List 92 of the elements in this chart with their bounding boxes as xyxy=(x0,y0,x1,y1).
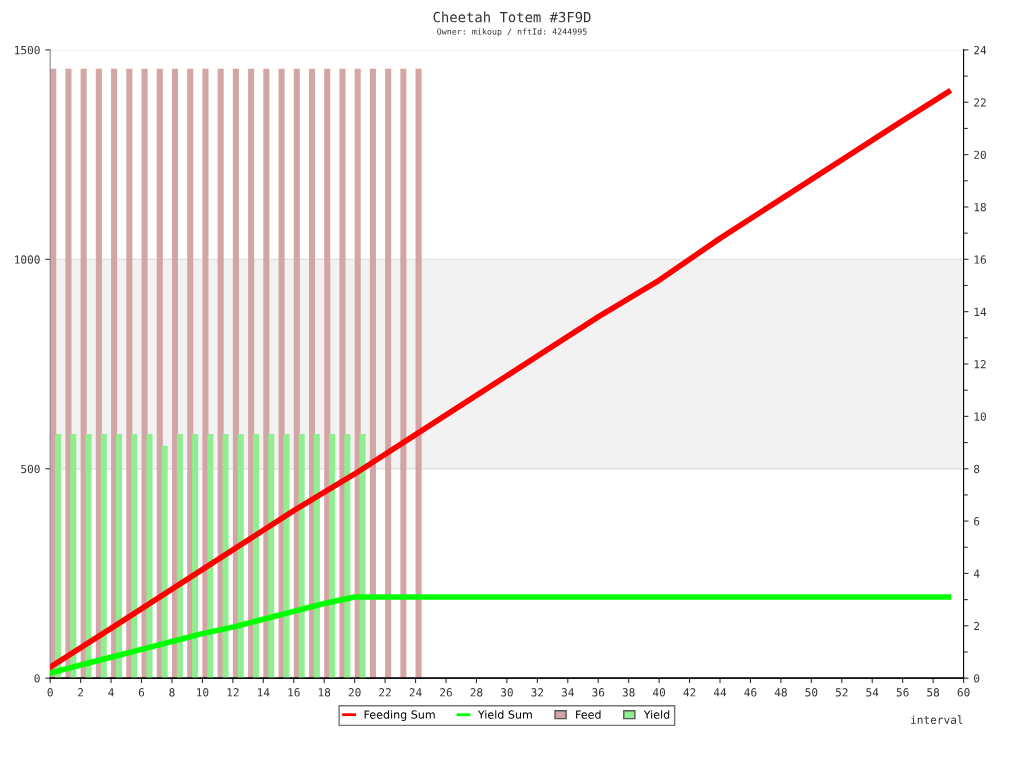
bar xyxy=(415,68,422,679)
bar xyxy=(55,433,62,679)
x-tick-label: 44 xyxy=(713,688,727,697)
bar xyxy=(329,433,336,679)
bar xyxy=(131,433,138,679)
x-tick-label: 52 xyxy=(835,688,848,697)
bar xyxy=(187,68,194,679)
legend-label: Feeding Sum xyxy=(364,710,435,721)
x-tick-label: 4 xyxy=(108,688,114,697)
x-tick-label: 40 xyxy=(652,688,666,697)
y2-tick-label: 18 xyxy=(974,202,986,212)
x-tick-label: 30 xyxy=(500,688,513,697)
x-tick-label: 0 xyxy=(47,688,53,697)
y2-tick-label: 12 xyxy=(974,360,986,369)
legend-label: Feed xyxy=(576,710,601,719)
bar xyxy=(298,433,305,679)
y2-tick-label: 6 xyxy=(974,517,980,526)
x-tick-label: 14 xyxy=(257,688,270,697)
y2-tick-label: 16 xyxy=(974,255,986,264)
x-tick-label: 36 xyxy=(592,688,605,697)
bar xyxy=(100,433,107,679)
bar xyxy=(156,68,163,679)
y2-tick-label: 20 xyxy=(974,150,986,160)
bar xyxy=(324,68,331,679)
bar xyxy=(248,68,255,679)
bar xyxy=(344,433,351,679)
x-tick-label: 22 xyxy=(379,688,391,697)
bar xyxy=(85,433,92,679)
bar xyxy=(400,68,407,679)
bar xyxy=(70,433,77,679)
x-tick-label: 10 xyxy=(197,688,209,697)
x-tick-label: 2 xyxy=(78,688,84,697)
chart-title: Cheetah Totem #3F9D xyxy=(433,11,591,23)
x-tick-label: 24 xyxy=(409,688,422,697)
y2-tick-label: 4 xyxy=(973,569,980,578)
x-axis-title: interval xyxy=(911,715,963,725)
bar xyxy=(385,68,392,679)
y2-tick-label: 24 xyxy=(974,45,987,55)
y2-tick-label: 0 xyxy=(974,674,980,683)
bar xyxy=(207,433,214,679)
x-tick-label: 34 xyxy=(561,688,574,697)
bar xyxy=(176,433,183,679)
x-tick-label: 32 xyxy=(531,688,544,697)
legend-label: Yield xyxy=(643,710,670,719)
bar xyxy=(354,68,361,679)
x-tick-label: 56 xyxy=(896,688,909,697)
y-tick-label: 1000 xyxy=(15,255,40,264)
bar xyxy=(111,68,118,679)
x-tick-label: 28 xyxy=(470,688,483,697)
y-tick-label: 0 xyxy=(34,674,40,683)
y2-tick-label: 2 xyxy=(974,621,980,631)
bar xyxy=(192,433,199,679)
bar xyxy=(115,433,123,679)
bar xyxy=(268,433,275,679)
bar xyxy=(283,433,290,679)
x-tick-label: 12 xyxy=(227,688,239,697)
x-tick-label: 6 xyxy=(138,688,145,697)
bar xyxy=(252,433,260,679)
y-tick-label: 500 xyxy=(21,464,40,474)
bar xyxy=(369,68,376,679)
bar xyxy=(161,445,168,679)
y-tick-label: 1500 xyxy=(15,45,40,55)
x-tick-label: 18 xyxy=(318,688,331,697)
x-tick-label: 20 xyxy=(348,688,361,697)
x-tick-label: 46 xyxy=(744,688,757,697)
x-tick-label: 42 xyxy=(683,688,696,697)
bar xyxy=(146,433,153,679)
bar xyxy=(171,68,179,679)
x-tick-label: 8 xyxy=(169,688,175,697)
x-tick-label: 38 xyxy=(622,688,635,697)
y2-tick-label: 14 xyxy=(974,307,987,316)
bar xyxy=(359,433,366,679)
bar xyxy=(222,433,229,679)
x-tick-label: 54 xyxy=(866,688,879,697)
x-tick-label: 16 xyxy=(288,688,300,697)
x-tick-label: 48 xyxy=(774,688,787,697)
y2-tick-label: 22 xyxy=(974,98,986,107)
bar xyxy=(232,68,239,679)
bar xyxy=(237,433,244,679)
chart-subtitle: Owner: mikoup / nftId: 4244995 xyxy=(437,28,587,37)
bar xyxy=(293,68,300,679)
x-tick-label: 50 xyxy=(805,688,818,697)
bar xyxy=(308,68,316,679)
bar xyxy=(313,433,320,679)
legend-label: Yield Sum xyxy=(477,710,532,719)
x-tick-label: 26 xyxy=(440,688,452,697)
x-tick-label: 60 xyxy=(957,688,970,697)
bar xyxy=(217,68,224,679)
y2-tick-label: 8 xyxy=(974,464,980,474)
x-tick-label: 58 xyxy=(927,688,940,697)
bar xyxy=(95,68,102,679)
y2-tick-label: 10 xyxy=(974,412,986,421)
